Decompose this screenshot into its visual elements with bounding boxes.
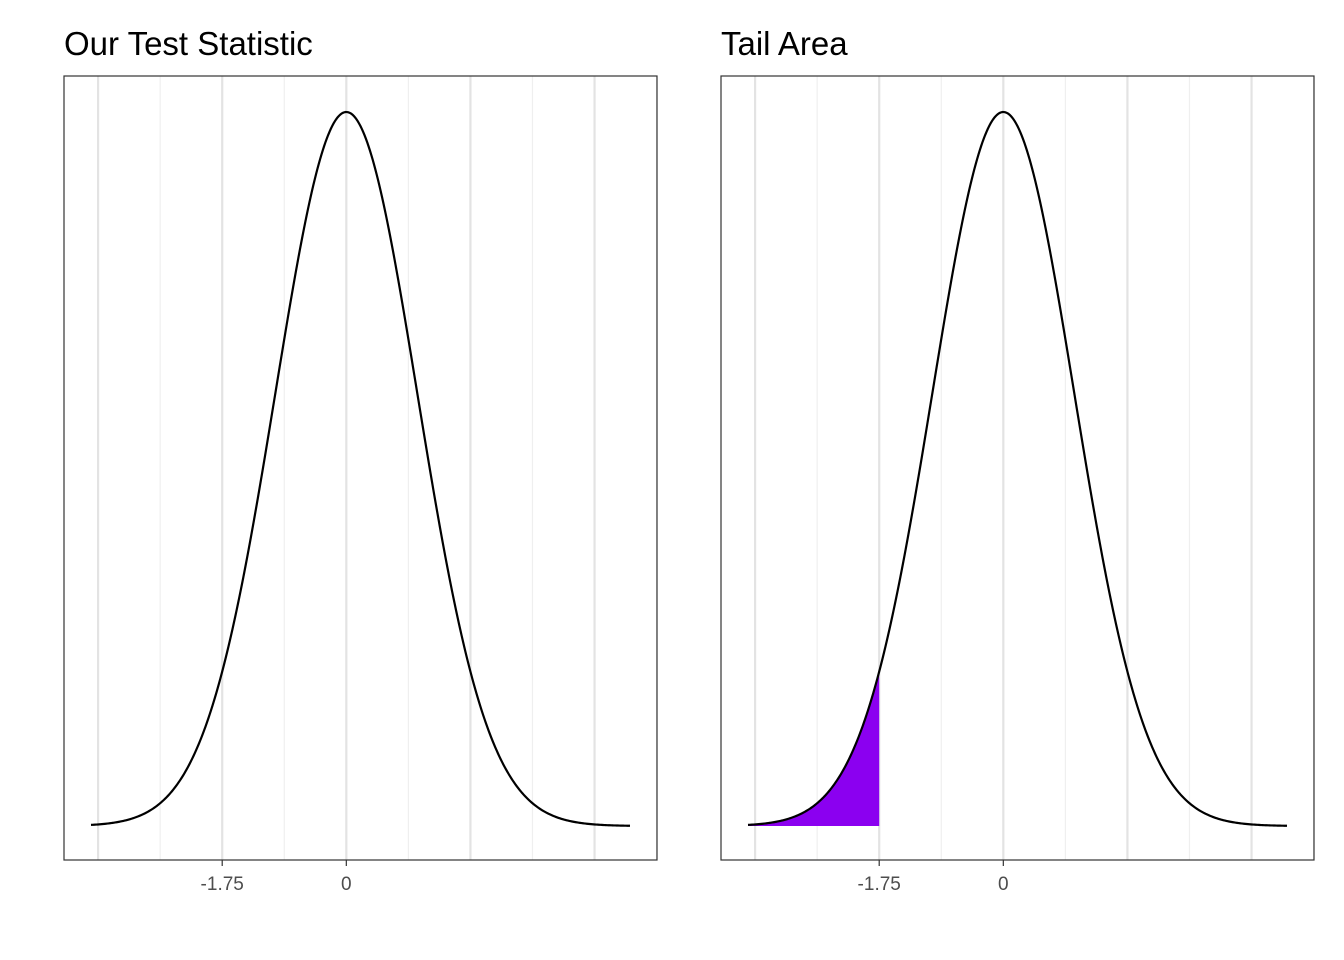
x-tick-label: -1.75 bbox=[201, 874, 244, 895]
panel-tail-area: Tail Area -1.75 0 bbox=[720, 25, 1315, 895]
x-tick-label: 0 bbox=[998, 874, 1009, 895]
tail-area-shading bbox=[748, 671, 880, 826]
density-curve bbox=[90, 110, 631, 827]
x-tick-label: -1.75 bbox=[858, 874, 901, 895]
panel-our-test-statistic: Our Test Statistic -1.75 0 bbox=[63, 25, 658, 895]
grid-lines bbox=[96, 76, 658, 860]
density-curve bbox=[747, 110, 1288, 827]
x-tick-label: 0 bbox=[341, 874, 352, 895]
plot-panel-border bbox=[720, 75, 1315, 861]
x-axis-ticks: -1.75 0 bbox=[201, 860, 352, 895]
x-axis-ticks: -1.75 0 bbox=[858, 860, 1009, 895]
plot-panel-border bbox=[63, 75, 658, 861]
panel-title: Our Test Statistic bbox=[64, 25, 313, 62]
panel-title: Tail Area bbox=[721, 25, 848, 62]
grid-lines bbox=[753, 76, 1315, 860]
